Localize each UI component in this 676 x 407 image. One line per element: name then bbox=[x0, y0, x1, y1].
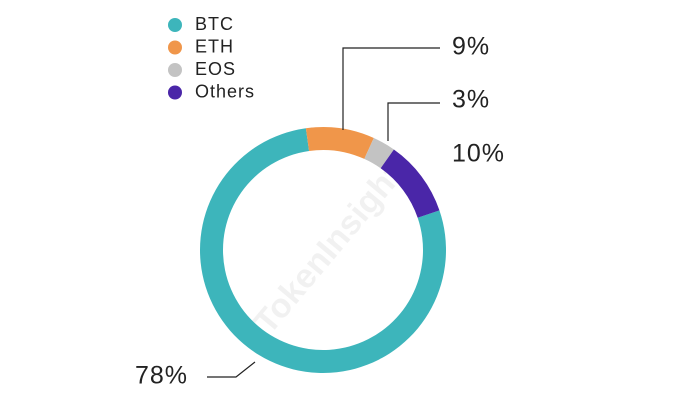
legend-label: ETH bbox=[195, 36, 234, 56]
leader-line bbox=[207, 361, 256, 378]
legend-marker bbox=[168, 85, 182, 100]
leader-line bbox=[342, 47, 440, 130]
legend-marker bbox=[168, 63, 182, 77]
value-label: 78% bbox=[135, 362, 188, 390]
slice bbox=[380, 149, 440, 218]
legend-label: BTC bbox=[195, 14, 234, 34]
slice bbox=[364, 137, 394, 169]
value-label: 9% bbox=[452, 33, 490, 61]
watermark: TokenInsight bbox=[247, 156, 410, 341]
legend-marker bbox=[168, 18, 182, 32]
leader-line bbox=[387, 102, 440, 141]
legend-label: EOS bbox=[195, 59, 236, 79]
legend-label: Others bbox=[195, 81, 255, 101]
legend-marker bbox=[168, 40, 182, 55]
value-label: 10% bbox=[452, 140, 505, 168]
value-label: 3% bbox=[452, 86, 490, 114]
slice bbox=[305, 126, 374, 159]
